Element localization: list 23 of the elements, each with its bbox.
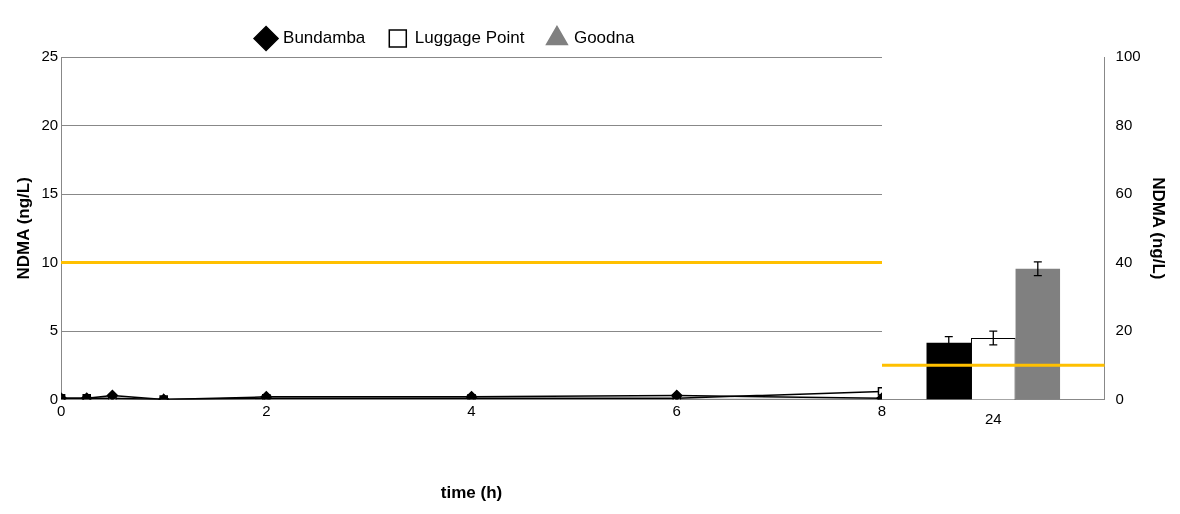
y-tick-label: 80 [1115,115,1133,133]
legend-label: Bundamba [283,28,366,48]
y-tick-label: 15 [41,184,59,202]
x-tick-label: 8 [877,401,887,419]
y-tick-label: 20 [1115,321,1133,339]
y-tick-label: 20 [41,115,59,133]
x-axis-title: time (h) [440,483,503,503]
x-tick-label: 6 [672,401,681,419]
y-tick-label: 100 [1115,47,1141,65]
y-axis-title: NDMA (ng/L) [13,177,33,280]
y-tick-label: 0 [49,389,59,407]
y-axis-title: NDMA (ng/L) [1149,177,1169,280]
x-tick-label: 2 [262,401,271,419]
y-tick-label: 10 [41,252,59,270]
y-tick-label: 60 [1115,184,1133,202]
legend-label: Luggage Point [414,28,525,48]
x-tick-label: 4 [467,401,476,419]
legend-label: Goodna [573,28,635,48]
y-tick-label: 40 [1115,252,1133,270]
x-tick-label: 24 [984,409,1002,427]
y-tick-label: 0 [1115,389,1124,407]
y-tick-label: 25 [41,47,59,65]
y-tick-label: 5 [49,321,59,339]
